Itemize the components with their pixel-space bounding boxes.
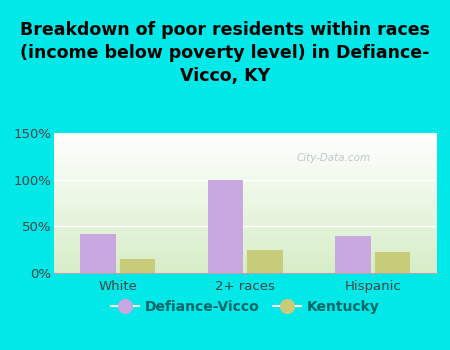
Bar — [80, 234, 116, 273]
Text: Breakdown of poor residents within races
(income below poverty level) in Defianc: Breakdown of poor residents within races… — [20, 21, 430, 85]
Legend: Defiance-Vicco, Kentucky: Defiance-Vicco, Kentucky — [106, 294, 385, 319]
Text: City-Data.com: City-Data.com — [296, 153, 370, 163]
Bar — [207, 180, 243, 273]
Bar — [120, 259, 155, 273]
Bar — [375, 252, 410, 273]
Bar — [335, 236, 371, 273]
Bar — [247, 250, 283, 273]
